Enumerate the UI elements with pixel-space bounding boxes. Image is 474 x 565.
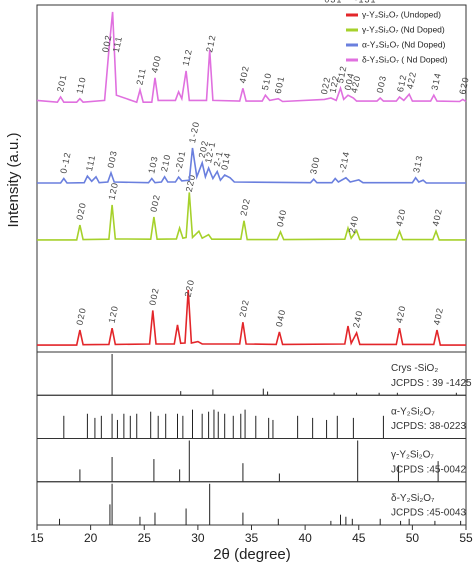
peak-label: 210 [159, 153, 173, 173]
peak-label: 402 [432, 306, 446, 326]
peak-label: 420 [394, 304, 408, 324]
legend-label: α-Y₂Si₂O₇ (Nd Doped) [362, 39, 446, 49]
peak-label: 202 [237, 298, 251, 318]
reference-name: δ-Y₂Si₂O₇ [391, 493, 435, 504]
peak-label: 020 [74, 201, 88, 221]
peak-label: 040 [275, 208, 289, 228]
peak-label: 120 [107, 181, 121, 201]
peak-label: -201 [173, 149, 187, 173]
peak-label: -214 [337, 150, 351, 174]
spectrum-line [37, 192, 466, 241]
x-tick-label: 50 [406, 531, 420, 545]
peak-label: 004 [343, 71, 357, 91]
y-axis-label: Intensity (a.u.) [5, 132, 22, 227]
peak-label: 314 [429, 71, 443, 91]
peak-label: 202 [197, 139, 211, 159]
peak-label: 512 [335, 64, 349, 84]
x-tick-label: 45 [352, 531, 366, 545]
peak-label: 120 [107, 304, 121, 324]
reference-name: γ-Y₂Si₂O₇ [391, 450, 434, 461]
peak-label: 103 [146, 155, 160, 175]
peak-label: 111 [84, 154, 97, 172]
peak-label: 211 [134, 67, 147, 86]
peak-label: 220 [183, 278, 197, 298]
peak-label: 040 [274, 308, 288, 328]
peak-label: 240 [351, 309, 365, 329]
peak-label: 422 [405, 70, 419, 90]
peak-label: 400 [149, 54, 163, 74]
x-tick-label: 55 [459, 531, 473, 545]
peak-label: -131 [354, 0, 376, 4]
legend-label: γ-Y₂Si₂O₇ (Undoped) [362, 9, 441, 19]
peak-label: 201 [55, 73, 69, 93]
peak-label: 240 [347, 214, 361, 234]
reference-card: JCPDS: 38-0223 [391, 421, 466, 432]
legend-label: δ-Y₂Si₂O₇ ( Nd Doped) [362, 54, 448, 64]
peak-label: 220 [184, 173, 198, 193]
peak-label: 003 [375, 74, 389, 94]
peak-label: 122 [328, 74, 342, 94]
reference-card: JCPDS :45-0042 [391, 464, 466, 475]
peak-label: 402 [237, 64, 251, 84]
x-tick-label: 25 [138, 531, 152, 545]
reference-card: JCPDS : 39 -1425 [391, 378, 472, 389]
peak-label: 110 [74, 76, 87, 95]
peak-label: 202 [238, 197, 252, 217]
x-tick-label: 30 [191, 531, 205, 545]
x-tick-label: 40 [298, 531, 312, 545]
peak-label: 002 [147, 287, 161, 307]
peak-label: 020 [74, 306, 88, 326]
peak-label: 022 [319, 76, 333, 96]
peak-label: 313 [411, 154, 425, 174]
peak-label: 112 [181, 48, 194, 67]
peak-label: 003 [106, 149, 120, 169]
peak-label: 612 [395, 73, 409, 93]
legend-label: γ-Y₂Si₂O₇ (Nd Doped) [362, 24, 445, 34]
reference-card: JCPDS :45-0043 [391, 508, 466, 519]
peak-label: 111 [111, 35, 124, 53]
x-axis-label: 2θ (degree) [213, 546, 291, 563]
peak-label: 212 [204, 34, 218, 54]
peak-label: 031 [324, 0, 342, 4]
peak-label: 2-1 [212, 150, 225, 168]
reference-name: Crys -SiO₂ [391, 363, 438, 374]
peak-label: 002 [100, 34, 114, 54]
peak-label: 420 [349, 74, 363, 94]
peak-label: 0-12 [58, 151, 72, 175]
reference-name: α-Y₂Si₂O₇ [391, 406, 435, 417]
spectrum-line [37, 289, 466, 346]
spectrum-line [36, 11, 467, 104]
x-tick-label: 20 [84, 531, 98, 545]
peak-label: 402 [430, 207, 444, 227]
peak-label: 420 [394, 207, 408, 227]
peak-label: 601 [273, 75, 287, 95]
peak-label: 002 [148, 193, 162, 213]
peak-label: 620 [457, 76, 471, 96]
peak-label: 12-1 [203, 140, 217, 164]
peak-label: 510 [260, 71, 274, 91]
x-tick-label: 15 [30, 531, 44, 545]
x-tick-label: 35 [245, 531, 259, 545]
peak-label: 014 [219, 151, 233, 171]
peak-label: 1-20 [187, 120, 201, 144]
peak-label: 300 [308, 155, 322, 175]
spectrum-line [37, 147, 466, 184]
